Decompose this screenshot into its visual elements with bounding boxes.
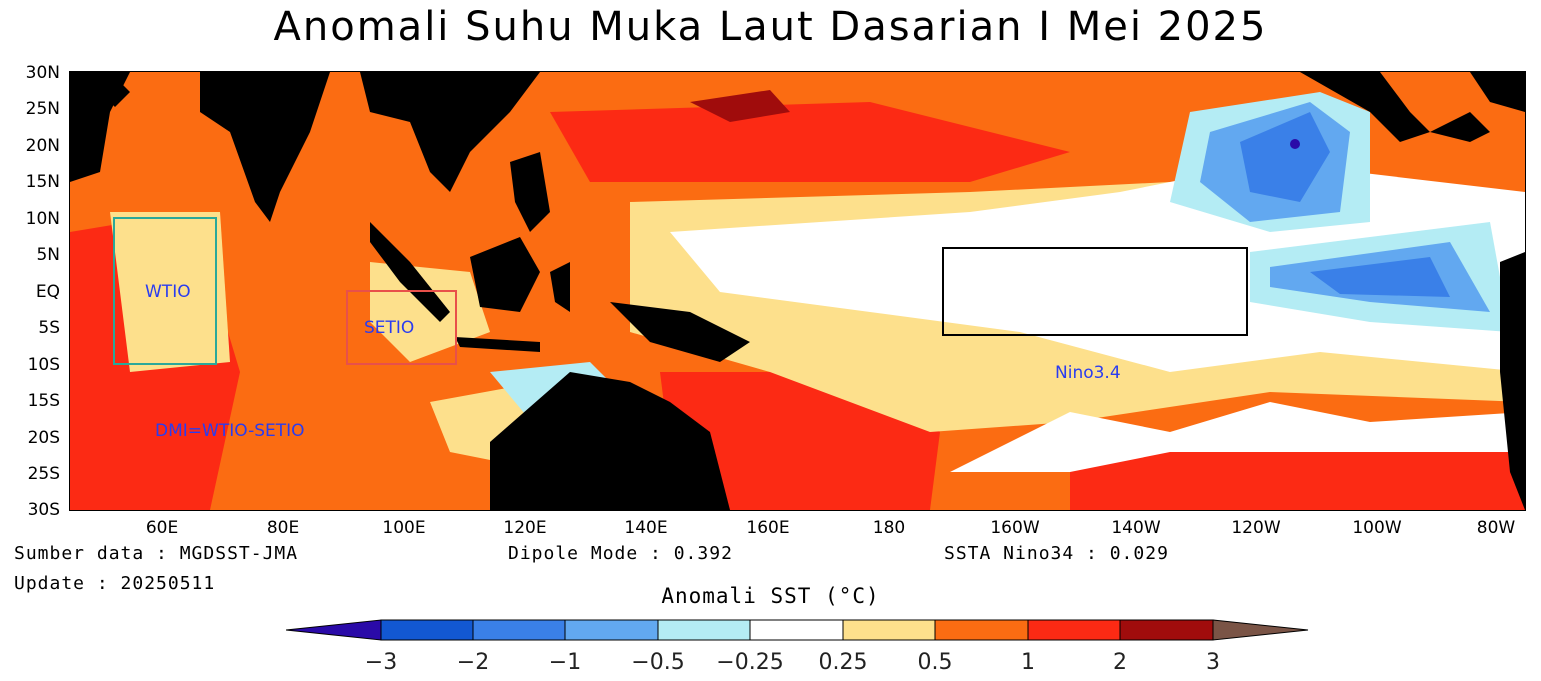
sst-anomaly-map bbox=[70, 72, 1525, 510]
x-tick-label: 140E bbox=[624, 518, 668, 538]
x-tick-label: 100E bbox=[382, 518, 426, 538]
y-tick-label: 5N bbox=[36, 245, 60, 265]
y-tick-label: 25S bbox=[27, 464, 60, 484]
wtio-box bbox=[113, 217, 217, 365]
y-tick-label: 30S bbox=[27, 500, 60, 520]
y-tick-label: 15S bbox=[27, 391, 60, 411]
x-tick-label: 140W bbox=[1111, 518, 1161, 538]
y-tick-label: 5S bbox=[38, 318, 60, 338]
y-tick-label: EQ bbox=[35, 282, 60, 302]
x-tick-label: 120E bbox=[503, 518, 547, 538]
colorbar-label: −2 bbox=[456, 650, 490, 675]
y-tick-label: 15N bbox=[25, 172, 60, 192]
colorbar-label: 1 bbox=[1021, 650, 1035, 675]
sst-anomaly-field bbox=[70, 72, 1525, 510]
nino34-box bbox=[942, 247, 1248, 336]
map-title: Anomali Suhu Muka Laut Dasarian I Mei 20… bbox=[273, 4, 1268, 50]
x-tick-label: 60E bbox=[145, 518, 179, 538]
colorbar-title: Anomali SST (°C) bbox=[661, 584, 880, 608]
colorbar-label: 2 bbox=[1113, 650, 1127, 675]
x-tick-label: 180 bbox=[872, 518, 906, 538]
x-tick-label: 120W bbox=[1231, 518, 1281, 538]
wtio-label: WTIO bbox=[145, 282, 191, 302]
y-tick-label: 10N bbox=[25, 209, 60, 229]
colorbar-label: 3 bbox=[1206, 650, 1220, 675]
y-tick-label: 10S bbox=[27, 355, 60, 375]
colorbar-label: −0.25 bbox=[716, 650, 784, 675]
data-source-text: Sumber data : MGDSST-JMA bbox=[14, 543, 299, 564]
y-tick-label: 25N bbox=[25, 99, 60, 119]
y-tick-label: 20S bbox=[27, 428, 60, 448]
nino34-label: Nino3.4 bbox=[1055, 363, 1121, 383]
x-tick-label: 160W bbox=[990, 518, 1040, 538]
colorbar-label: 0.5 bbox=[917, 650, 953, 675]
x-tick-label: 160E bbox=[746, 518, 790, 538]
colorbar bbox=[286, 619, 1309, 641]
setio-box bbox=[346, 290, 457, 365]
colorbar-label: −3 bbox=[364, 650, 398, 675]
y-tick-label: 20N bbox=[25, 136, 60, 156]
update-text: Update : 20250511 bbox=[14, 573, 216, 594]
dipole-mode-value: Dipole Mode : 0.392 bbox=[508, 543, 733, 564]
colorbar-label: −1 bbox=[548, 650, 582, 675]
dmi-label: DMI=WTIO-SETIO bbox=[155, 421, 305, 441]
x-tick-label: 100W bbox=[1352, 518, 1402, 538]
y-tick-label: 30N bbox=[25, 63, 60, 83]
x-tick-label: 80W bbox=[1476, 518, 1516, 538]
x-tick-label: 80E bbox=[266, 518, 300, 538]
colorbar-label: 0.25 bbox=[818, 650, 868, 675]
colorbar-label: −0.5 bbox=[631, 650, 685, 675]
nino34-value: SSTA Nino34 : 0.029 bbox=[944, 543, 1169, 564]
setio-label: SETIO bbox=[364, 318, 415, 338]
